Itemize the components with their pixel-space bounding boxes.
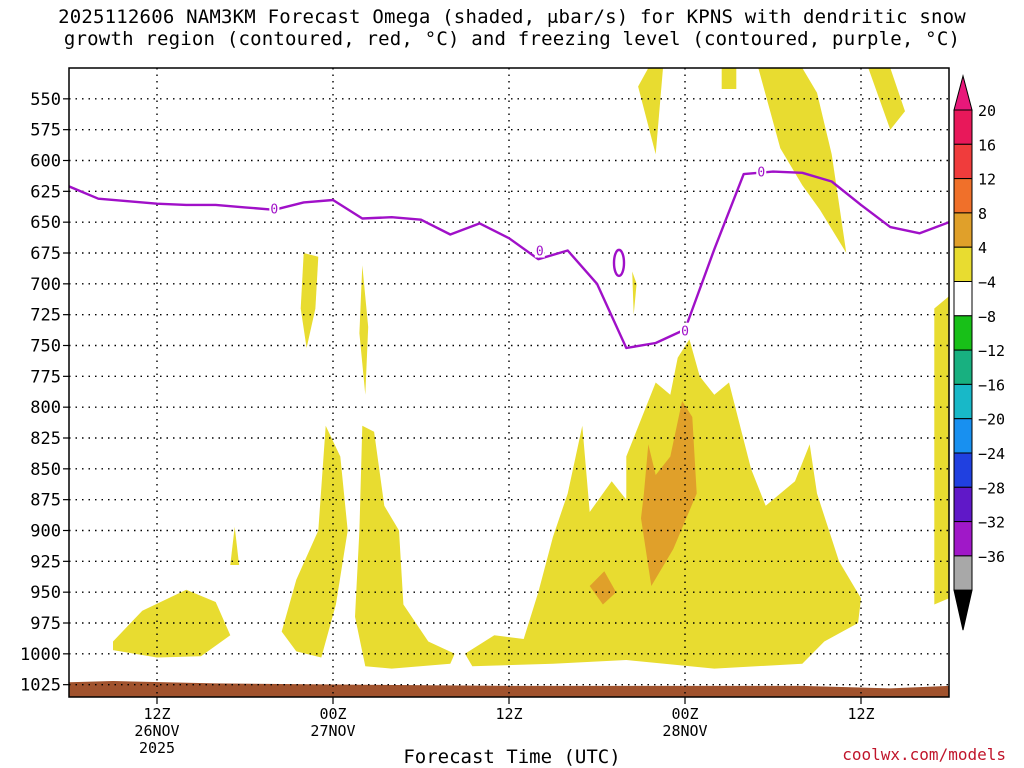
colorbar-label-9: −16 bbox=[978, 376, 1005, 394]
colorbar-label-7: −8 bbox=[978, 308, 996, 326]
y-tick-label-925: 925 bbox=[30, 552, 61, 572]
colorbar: 20 16 12 8 4 −4 −8 −12 −16 −20 −24 −28 −32 −36 bbox=[953, 74, 1005, 631]
colorbar-label-8: −12 bbox=[978, 342, 1005, 360]
colorbar-segment-4 bbox=[953, 212, 973, 248]
colorbar-segment-12 bbox=[953, 486, 973, 523]
omega-region-8 bbox=[632, 271, 637, 315]
colorbar-top-arrow bbox=[953, 74, 973, 111]
y-tick-label-850: 850 bbox=[30, 460, 61, 480]
omega-region-11 bbox=[758, 68, 847, 253]
colorbar-segment-9 bbox=[953, 383, 973, 420]
colorbar-label-3: 12 bbox=[978, 171, 996, 189]
colorbar-label-1: 20 bbox=[978, 102, 996, 120]
colorbar-segment-3 bbox=[953, 178, 973, 214]
colorbar-segment-6 bbox=[953, 281, 973, 317]
x-axis-label: Forecast Time (UTC) bbox=[403, 746, 621, 768]
x-tick-label-54-1: 12Z bbox=[847, 705, 874, 723]
ground-terrain bbox=[69, 681, 949, 697]
colorbar-label-4: 8 bbox=[978, 205, 987, 223]
freezing-level-label-bg-1 bbox=[269, 200, 280, 216]
y-tick-label-1025: 1025 bbox=[20, 676, 61, 696]
x-tick-label-6-2: 26NOV bbox=[134, 722, 179, 740]
y-tick-label-725: 725 bbox=[30, 306, 61, 326]
x-tick-label-42-1: 00Z bbox=[671, 705, 698, 723]
x-tick-label-30-1: 12Z bbox=[495, 705, 522, 723]
y-tick-label-600: 600 bbox=[30, 152, 61, 172]
y-tick-label-825: 825 bbox=[30, 429, 61, 449]
omega-region-12 bbox=[868, 68, 905, 130]
colorbar-segment-5 bbox=[953, 246, 973, 282]
freezing-level-label-3: 0 bbox=[681, 325, 689, 340]
y-tick-label-625: 625 bbox=[30, 182, 61, 202]
y-tick-label-700: 700 bbox=[30, 275, 61, 295]
freezing-level-line bbox=[69, 170, 949, 350]
omega-region-1 bbox=[113, 589, 231, 658]
colorbar-segment-8 bbox=[953, 349, 973, 385]
colorbar-label-12: −28 bbox=[978, 479, 1005, 497]
y-tick-label-800: 800 bbox=[30, 398, 61, 418]
chart-title-line2: growth region (contoured, red, °C) and f… bbox=[63, 28, 961, 50]
colorbar-label-10: −20 bbox=[978, 411, 1005, 429]
omega-shading bbox=[69, 68, 949, 697]
freezing-level-contour: 0 0 0 0 bbox=[69, 163, 949, 350]
omega-region-13 bbox=[934, 296, 949, 605]
colorbar-bottom-arrow bbox=[953, 589, 973, 631]
colorbar-segment-2 bbox=[953, 143, 973, 180]
freezing-level-label-bg-3 bbox=[680, 322, 690, 338]
y-axis-ticks: 550 575 600 625 650 675 700 725 750 775 800 825 850 8… bbox=[20, 90, 69, 696]
freezing-level-label-bg-2 bbox=[534, 242, 545, 258]
omega-region-15 bbox=[589, 571, 617, 605]
y-tick-label-900: 900 bbox=[30, 522, 61, 542]
gridlines bbox=[69, 68, 949, 697]
omega-region-4 bbox=[300, 253, 319, 348]
omega-region-6 bbox=[355, 425, 455, 669]
chart-title: 2025112606 NAM3KM Forecast Omega (shaded… bbox=[0, 6, 1024, 50]
y-tick-label-575: 575 bbox=[30, 121, 61, 141]
colorbar-label-13: −32 bbox=[978, 514, 1005, 532]
colorbar-label-5: 4 bbox=[978, 239, 987, 257]
chart-title-line1: 2025112606 NAM3KM Forecast Omega (shaded… bbox=[58, 6, 966, 28]
omega-region-5 bbox=[359, 265, 369, 395]
y-tick-label-775: 775 bbox=[30, 367, 61, 387]
y-tick-label-1000: 1000 bbox=[20, 645, 61, 665]
y-tick-label-750: 750 bbox=[30, 337, 61, 357]
omega-region-9 bbox=[638, 68, 663, 155]
colorbar-label-6: −4 bbox=[978, 274, 996, 292]
x-tick-label-6-1: 12Z bbox=[143, 705, 170, 723]
colorbar-label-2: 16 bbox=[978, 136, 996, 154]
freezing-level-loop bbox=[612, 248, 626, 278]
y-tick-label-950: 950 bbox=[30, 583, 61, 603]
colorbar-segment-10 bbox=[953, 418, 973, 454]
y-tick-label-975: 975 bbox=[30, 614, 61, 634]
omega-region-10 bbox=[721, 68, 737, 89]
y-tick-label-650: 650 bbox=[30, 213, 61, 233]
colorbar-segment-14 bbox=[953, 555, 973, 591]
freezing-level-label-4: 0 bbox=[757, 166, 765, 181]
colorbar-label-14: −36 bbox=[978, 548, 1005, 566]
x-tick-label-18-1: 00Z bbox=[319, 705, 346, 723]
x-tick-label-18-2: 27NOV bbox=[310, 722, 355, 740]
colorbar-segment-13 bbox=[953, 521, 973, 557]
freezing-level-label-bg-4 bbox=[756, 163, 767, 179]
freezing-level-label-2: 0 bbox=[536, 245, 544, 260]
colorbar-segment-1 bbox=[953, 109, 973, 145]
omega-region-14 bbox=[641, 401, 697, 586]
freezing-level-label-1: 0 bbox=[270, 203, 278, 218]
colorbar-segment-11 bbox=[953, 452, 973, 488]
credit-link[interactable]: coolwx.com/models bbox=[842, 745, 1006, 764]
omega-region-3 bbox=[281, 425, 348, 658]
colorbar-label-11: −24 bbox=[978, 445, 1005, 463]
colorbar-segment-7 bbox=[953, 315, 973, 351]
y-tick-label-875: 875 bbox=[30, 491, 61, 511]
x-tick-label-6-3: 2025 bbox=[139, 739, 175, 757]
x-tick-label-42-2: 28NOV bbox=[662, 722, 707, 740]
y-tick-label-550: 550 bbox=[30, 90, 61, 110]
y-tick-label-675: 675 bbox=[30, 244, 61, 264]
omega-region-2 bbox=[230, 526, 240, 565]
